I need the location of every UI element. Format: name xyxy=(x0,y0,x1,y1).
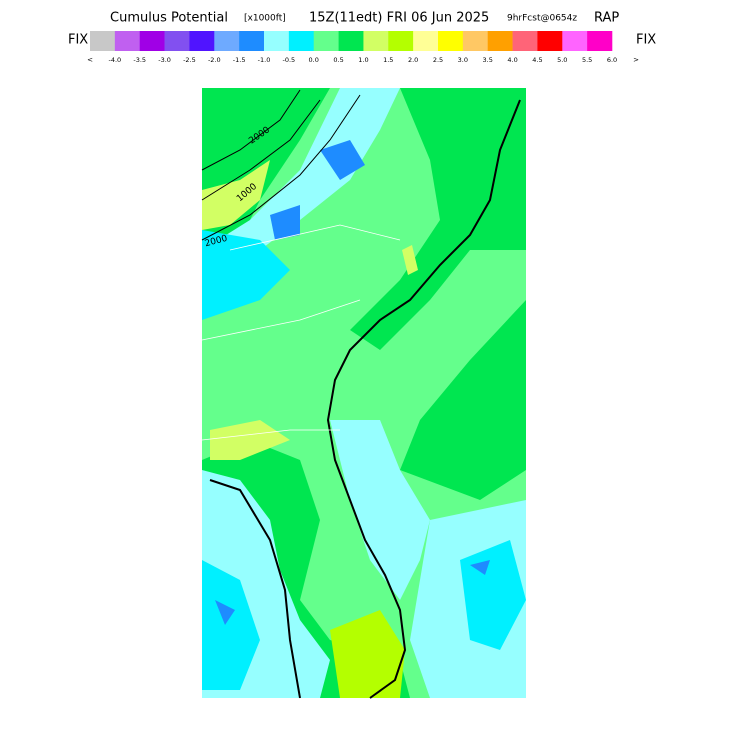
colorbar-label: 3.5 xyxy=(483,56,493,64)
colorbar-label: 0.5 xyxy=(333,56,343,64)
fix-right: FIX xyxy=(636,33,656,48)
colorbar-label: -1.0 xyxy=(258,56,271,64)
colorbar-label: 1.5 xyxy=(383,56,393,64)
color-swatch xyxy=(462,31,489,51)
color-swatch xyxy=(487,31,513,51)
title-forecast: 9hrFcst@0654z xyxy=(507,14,577,24)
color-swatch xyxy=(288,31,315,51)
title-text: Cumulus Potential xyxy=(110,11,228,26)
color-swatch xyxy=(338,31,364,51)
color-swatch xyxy=(388,31,414,51)
colorbar-label: -3.5 xyxy=(133,56,146,64)
colorbar-label: 3.0 xyxy=(458,56,468,64)
color-swatch xyxy=(438,31,464,51)
title-time: 15Z(11edt) FRI 06 Jun 2025 xyxy=(309,11,489,26)
colorbar-label: 0.0 xyxy=(309,56,319,64)
color-swatch xyxy=(214,31,240,51)
colorbar-label: -2.5 xyxy=(183,56,196,64)
title-units: [x1000ft] xyxy=(244,14,286,24)
title-model: RAP xyxy=(594,11,619,26)
color-swatch xyxy=(264,31,290,51)
colorbar-label: -3.0 xyxy=(158,56,171,64)
colorbar-label: 5.5 xyxy=(582,56,592,64)
colorbar: -4.0 -3.5 -3.0 -2.5 -2.0 -1.5 -1.0 -0.5 0.0 0.5 1.… xyxy=(87,31,639,64)
colorbar-label: 2.5 xyxy=(433,56,443,64)
color-swatch xyxy=(189,31,215,51)
color-swatch xyxy=(562,31,588,51)
colorbar-label: -4.0 xyxy=(109,56,122,64)
color-swatch xyxy=(239,31,265,51)
color-swatch xyxy=(164,31,190,51)
colorbar-label: -1.5 xyxy=(233,56,246,64)
color-swatch xyxy=(363,31,389,51)
map-field xyxy=(202,88,526,698)
color-swatch xyxy=(90,31,116,51)
title: Cumulus Potential [x1000ft] 15Z(11edt) F… xyxy=(110,11,619,26)
color-swatch xyxy=(413,31,439,51)
colorbar-label: 6.0 xyxy=(607,56,617,64)
colorbar-label: 4.5 xyxy=(532,56,542,64)
colorbar-label: 2.0 xyxy=(408,56,418,64)
colorbar-label: 5.0 xyxy=(557,56,567,64)
color-swatch xyxy=(537,31,563,51)
colorbar-high: > xyxy=(633,56,639,64)
fix-left: FIX xyxy=(68,33,88,48)
color-swatch xyxy=(139,31,165,51)
colorbar-label: -0.5 xyxy=(283,56,296,64)
color-swatch xyxy=(114,31,141,51)
color-swatch xyxy=(587,31,613,51)
color-swatch xyxy=(313,31,339,51)
map-lines xyxy=(201,89,521,699)
colorbar-low: < xyxy=(87,56,93,64)
colorbar-label: 1.0 xyxy=(358,56,368,64)
colorbar-label: -2.0 xyxy=(208,56,221,64)
color-swatch xyxy=(512,31,538,51)
colorbar-label: 4.0 xyxy=(507,56,517,64)
